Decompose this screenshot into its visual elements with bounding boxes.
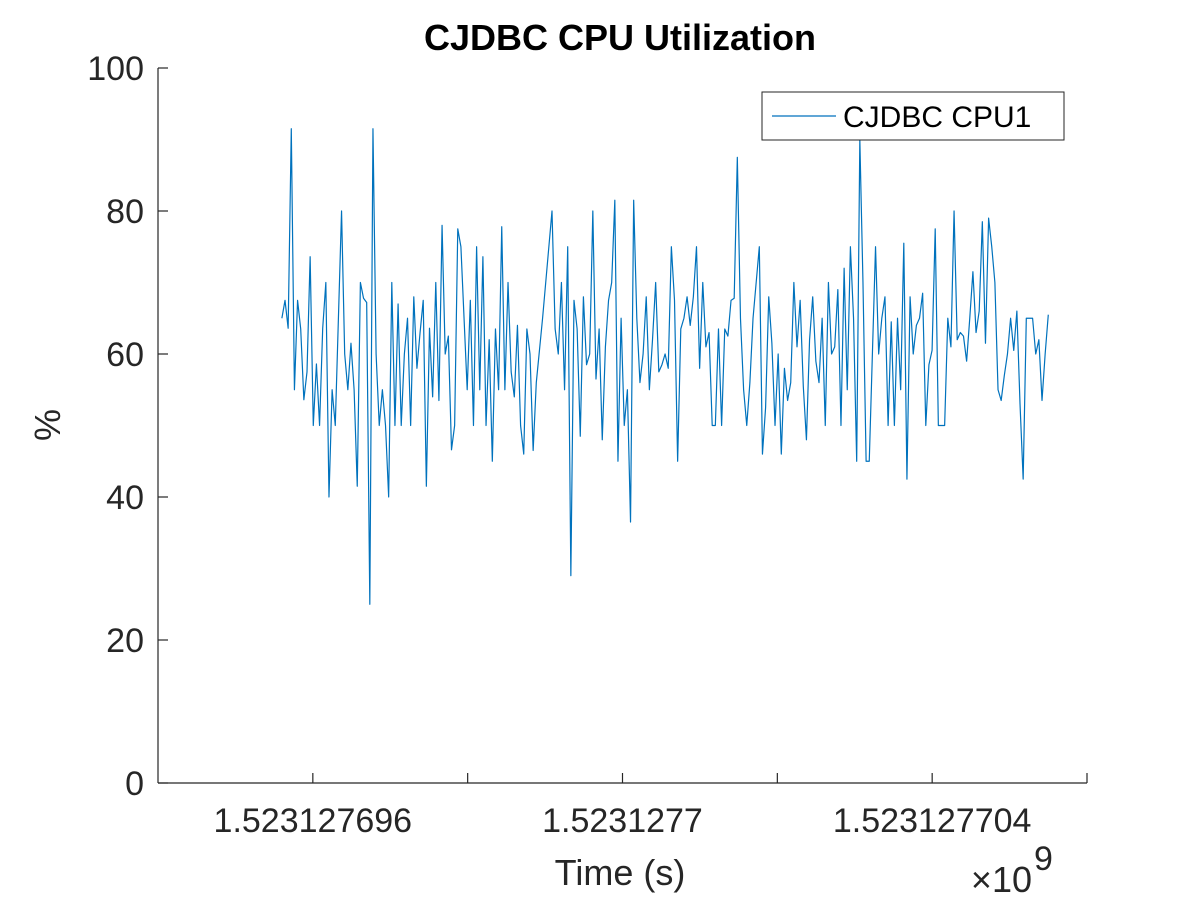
x-exponent-base: ×10 xyxy=(971,859,1032,900)
x-exponent-label: ×10 9 xyxy=(971,840,1053,900)
chart-title: CJDBC CPU Utilization xyxy=(424,17,816,58)
series-line-cjdbc-cpu1 xyxy=(281,128,1049,605)
legend: CJDBC CPU1 xyxy=(761,91,1065,141)
x-exponent-power: 9 xyxy=(1034,840,1053,878)
y-tick-label: 80 xyxy=(106,193,144,231)
legend-label-cjdbc-cpu1: CJDBC CPU1 xyxy=(843,101,1031,134)
x-tick-label: 1.523127704 xyxy=(833,802,1032,840)
y-tick-label: 40 xyxy=(106,479,144,517)
axes xyxy=(157,68,1087,784)
x-axis-label: Time (s) xyxy=(555,852,686,893)
x-tick-label: 1.523127696 xyxy=(214,802,413,840)
y-axis-label: % xyxy=(27,409,68,441)
y-tick-label: 60 xyxy=(106,336,144,374)
y-tick-label: 20 xyxy=(106,622,144,660)
x-tick-label: 1.5231277 xyxy=(542,802,703,840)
y-tick-label: 0 xyxy=(125,765,144,803)
y-tick-label: 100 xyxy=(87,50,144,88)
